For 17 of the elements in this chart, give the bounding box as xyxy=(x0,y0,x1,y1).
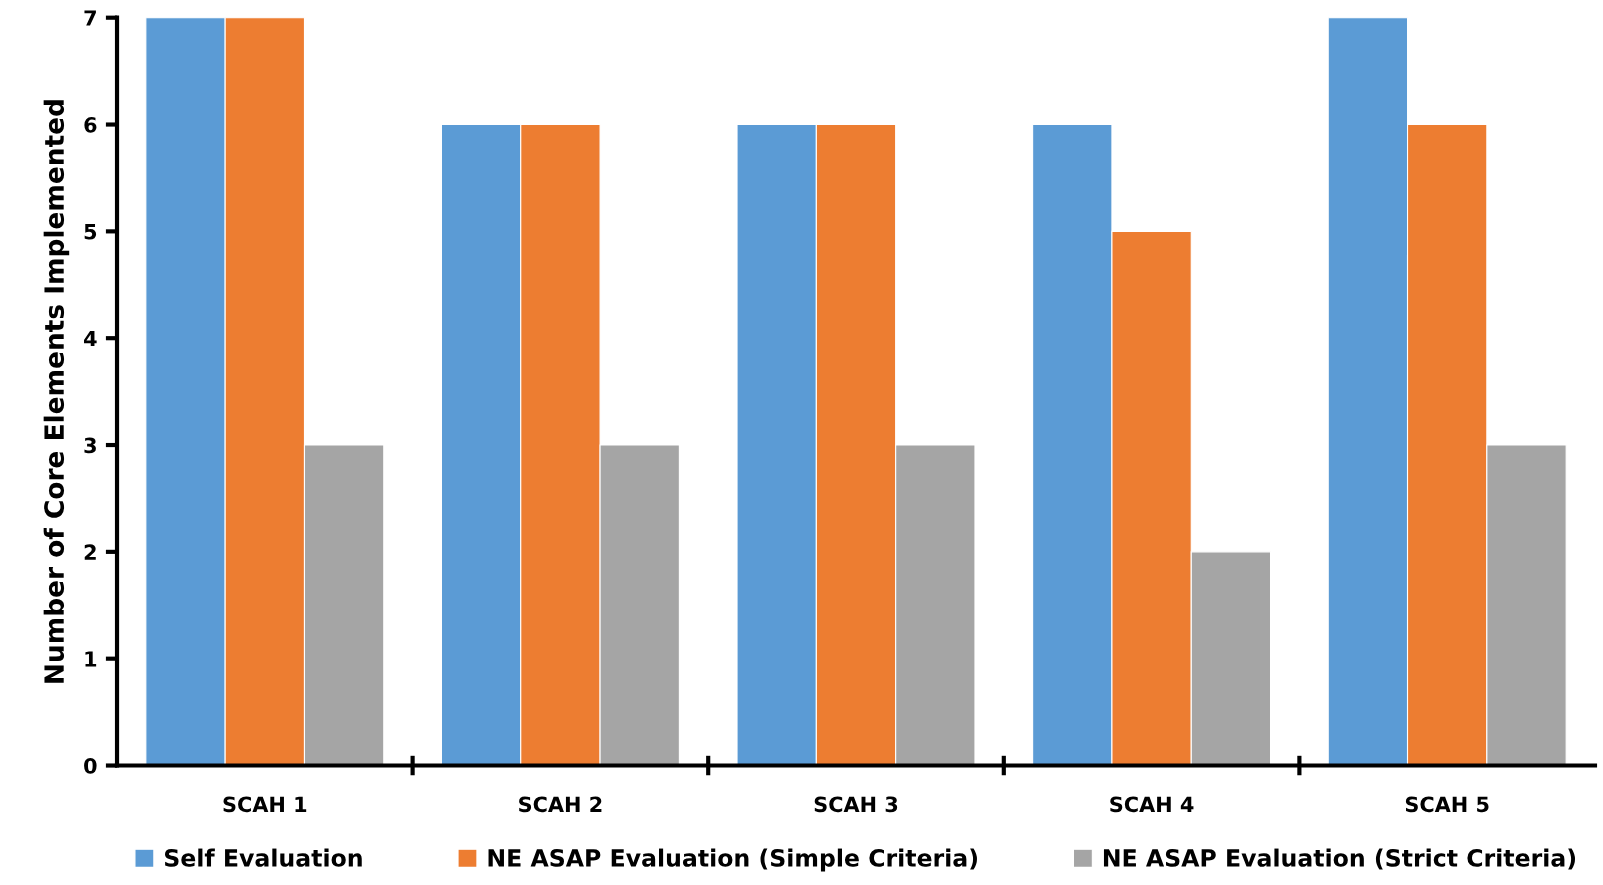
y-tick-label: 7 xyxy=(84,10,96,26)
legend-label: Self Evaluation xyxy=(164,848,362,867)
y-tick-label: 3 xyxy=(84,437,96,454)
y-axis-title: Number of Core Elements Implemented xyxy=(43,100,70,683)
y-tick-label: 2 xyxy=(84,544,96,560)
x-tick-label: SCAH 3 xyxy=(814,796,898,813)
x-tick-label: SCAH 5 xyxy=(1405,796,1489,813)
y-tick-label: 5 xyxy=(84,224,97,240)
y-tick-label: 1 xyxy=(85,651,97,667)
y-tick-label: 6 xyxy=(84,117,97,133)
x-tick-label: SCAH 4 xyxy=(1110,796,1194,813)
x-tick-label: SCAH 2 xyxy=(519,796,602,813)
y-tick-label: 0 xyxy=(84,757,97,774)
x-tick-label: SCAH 1 xyxy=(223,796,307,813)
legend-label: NE ASAP Evaluation (Strict Criteria) xyxy=(1103,848,1576,870)
legend-label: NE ASAP Evaluation (Simple Criteria) xyxy=(488,848,977,872)
y-tick-label: 4 xyxy=(84,330,97,347)
